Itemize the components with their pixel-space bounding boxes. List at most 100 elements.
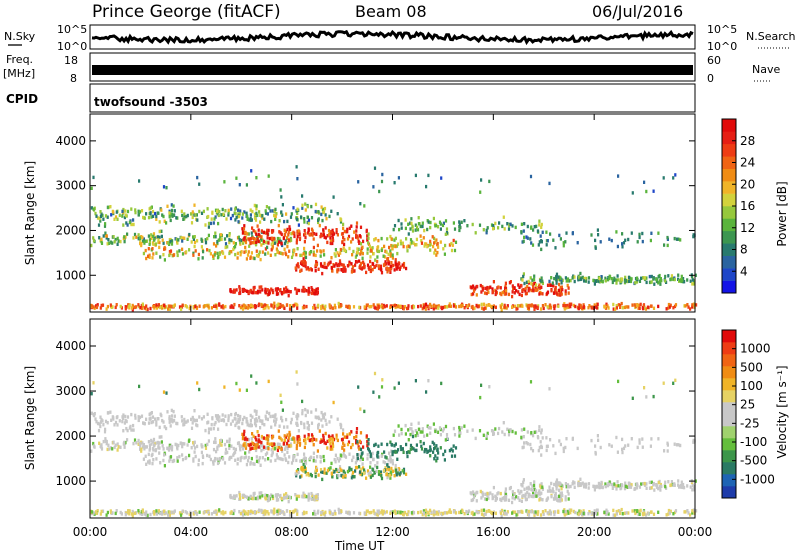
velocity-cell bbox=[111, 447, 114, 451]
power-cell bbox=[536, 229, 539, 233]
velocity-cell bbox=[197, 458, 200, 462]
velocity-cell bbox=[137, 438, 140, 443]
velocity-cell bbox=[597, 485, 600, 489]
power-colorbar-segment bbox=[722, 119, 736, 132]
velocity-cell bbox=[357, 385, 360, 389]
velocity-cell bbox=[577, 512, 580, 516]
velocity-cell bbox=[155, 423, 158, 427]
velocity-cell bbox=[539, 513, 543, 517]
velocity-cell bbox=[333, 470, 336, 474]
velocity-cell bbox=[365, 509, 368, 513]
velocity-cell bbox=[634, 510, 637, 515]
power-cell bbox=[165, 221, 168, 225]
power-cell bbox=[622, 241, 626, 245]
power-cell bbox=[313, 291, 316, 296]
power-cell bbox=[244, 249, 247, 254]
velocity-cell bbox=[489, 491, 492, 495]
velocity-cell bbox=[131, 509, 134, 514]
velocity-cell bbox=[322, 438, 325, 443]
velocity-cell bbox=[649, 444, 652, 448]
power-cell bbox=[393, 303, 396, 308]
power-cell bbox=[140, 243, 143, 248]
velocity-cell bbox=[260, 443, 263, 448]
power-cell bbox=[240, 250, 243, 254]
velocity-cell bbox=[299, 459, 302, 463]
power-cell bbox=[145, 239, 148, 243]
power-cell bbox=[398, 227, 401, 232]
power-cell bbox=[141, 302, 144, 306]
nsearch-label: N.Search bbox=[746, 30, 796, 43]
power-cell bbox=[636, 303, 639, 308]
power-cell bbox=[152, 234, 155, 239]
velocity-cell bbox=[284, 444, 287, 449]
velocity-cell bbox=[121, 415, 124, 419]
power-cell bbox=[217, 238, 220, 242]
velocity-cell bbox=[307, 433, 310, 437]
power-cell bbox=[631, 303, 634, 307]
velocity-cell bbox=[377, 444, 380, 448]
power-ytick-label: 1000 bbox=[55, 268, 86, 282]
power-cell bbox=[114, 237, 117, 242]
velocity-cell bbox=[328, 510, 331, 515]
velocity-cell bbox=[336, 417, 339, 421]
power-cell bbox=[259, 257, 262, 262]
velocity-cell bbox=[241, 432, 244, 437]
velocity-cell bbox=[610, 444, 613, 448]
velocity-cell bbox=[653, 488, 656, 492]
power-cell bbox=[359, 264, 362, 268]
power-colorbar-tick-label: 24 bbox=[740, 156, 755, 170]
velocity-cell bbox=[397, 467, 400, 471]
power-cell bbox=[261, 238, 264, 242]
velocity-cell bbox=[617, 509, 620, 513]
power-cell bbox=[230, 250, 233, 254]
velocity-cell bbox=[190, 417, 193, 422]
power-cell bbox=[567, 286, 570, 290]
nave-tick-top: 60 bbox=[707, 54, 721, 67]
power-cell bbox=[559, 276, 562, 280]
velocity-cell bbox=[292, 436, 295, 440]
power-cell bbox=[393, 268, 396, 272]
power-cell bbox=[534, 304, 537, 308]
power-cell bbox=[511, 224, 514, 228]
power-cell bbox=[207, 221, 211, 226]
velocity-cell bbox=[356, 440, 359, 444]
velocity-cell bbox=[255, 381, 258, 385]
power-cell bbox=[213, 253, 216, 257]
power-cell bbox=[579, 277, 582, 281]
velocity-cell bbox=[128, 426, 131, 430]
velocity-cell bbox=[539, 484, 542, 488]
velocity-cell bbox=[290, 417, 293, 422]
power-cell bbox=[346, 229, 349, 234]
velocity-cell bbox=[398, 433, 401, 437]
velocity-cell bbox=[491, 493, 494, 497]
power-cell bbox=[341, 232, 344, 236]
power-ytick-label: 3000 bbox=[55, 179, 86, 193]
velocity-cell bbox=[434, 454, 437, 458]
velocity-cell bbox=[160, 413, 163, 418]
velocity-cell bbox=[227, 414, 230, 418]
power-cell bbox=[394, 244, 397, 249]
velocity-cell bbox=[330, 415, 333, 419]
velocity-cell bbox=[410, 422, 413, 426]
power-cell bbox=[541, 292, 544, 296]
power-cell bbox=[405, 266, 408, 271]
velocity-cell bbox=[241, 510, 244, 514]
velocity-cell bbox=[261, 510, 264, 514]
power-cell bbox=[230, 304, 233, 308]
velocity-cell bbox=[147, 440, 150, 444]
power-cell bbox=[105, 307, 108, 311]
power-cell bbox=[355, 221, 359, 225]
power-cell bbox=[198, 304, 201, 308]
velocity-cell bbox=[130, 412, 133, 417]
velocity-cell bbox=[209, 427, 213, 431]
velocity-cell bbox=[264, 417, 268, 421]
power-cell bbox=[429, 302, 432, 307]
velocity-cell bbox=[182, 423, 185, 427]
power-cell bbox=[266, 245, 269, 250]
power-cell bbox=[315, 232, 318, 236]
velocity-cell bbox=[159, 511, 162, 516]
velocity-cell bbox=[323, 412, 327, 416]
velocity-cell bbox=[352, 455, 355, 459]
velocity-cell bbox=[224, 414, 227, 418]
velocity-cell bbox=[200, 443, 203, 447]
